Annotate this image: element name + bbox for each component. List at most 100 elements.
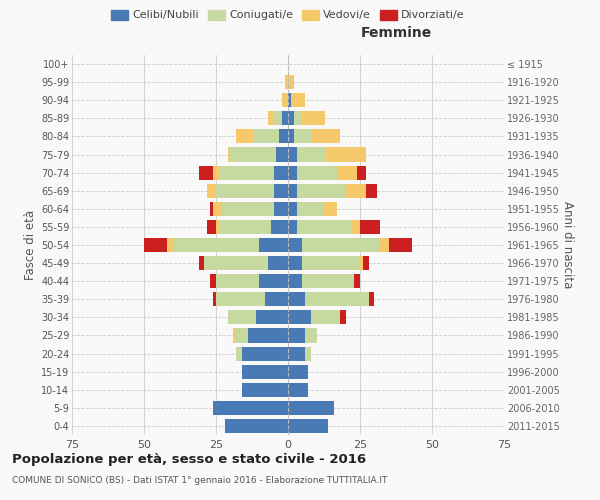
Bar	[337, 166, 357, 179]
Bar	[253, 130, 280, 143]
Bar	[346, 184, 366, 198]
Bar	[236, 346, 242, 360]
Bar	[325, 148, 366, 162]
Bar	[282, 112, 288, 126]
Bar	[216, 292, 265, 306]
Bar	[224, 419, 288, 433]
Bar	[305, 292, 368, 306]
Bar	[288, 75, 294, 89]
Bar	[213, 166, 219, 179]
Bar	[288, 364, 308, 378]
Bar	[280, 130, 288, 143]
Bar	[311, 130, 340, 143]
Bar	[213, 401, 288, 415]
Bar	[302, 112, 325, 126]
Bar	[288, 130, 294, 143]
Bar	[242, 364, 288, 378]
Bar	[296, 220, 352, 234]
Bar	[144, 238, 167, 252]
Bar	[236, 328, 248, 342]
Bar	[366, 184, 377, 198]
Bar	[288, 419, 328, 433]
Bar	[288, 401, 334, 415]
Bar	[302, 274, 354, 288]
Bar	[288, 274, 302, 288]
Bar	[357, 166, 366, 179]
Bar	[277, 148, 288, 162]
Bar	[282, 93, 288, 108]
Bar	[248, 328, 288, 342]
Bar	[230, 148, 277, 162]
Bar	[288, 166, 296, 179]
Bar	[167, 238, 173, 252]
Bar	[296, 184, 346, 198]
Bar	[271, 220, 288, 234]
Bar	[305, 346, 311, 360]
Bar	[288, 202, 296, 216]
Bar	[288, 292, 305, 306]
Bar	[288, 184, 296, 198]
Bar	[311, 310, 340, 324]
Bar	[219, 220, 271, 234]
Bar	[294, 112, 302, 126]
Y-axis label: Anni di nascita: Anni di nascita	[560, 202, 574, 288]
Bar	[265, 292, 288, 306]
Bar	[360, 220, 380, 234]
Bar	[268, 112, 274, 126]
Bar	[380, 238, 389, 252]
Bar	[285, 75, 288, 89]
Text: COMUNE DI SONICO (BS) - Dati ISTAT 1° gennaio 2016 - Elaborazione TUTTITALIA.IT: COMUNE DI SONICO (BS) - Dati ISTAT 1° ge…	[12, 476, 388, 485]
Bar	[274, 184, 288, 198]
Text: Femmine: Femmine	[361, 26, 431, 40]
Bar	[274, 166, 288, 179]
Text: Popolazione per età, sesso e stato civile - 2016: Popolazione per età, sesso e stato civil…	[12, 452, 366, 466]
Bar	[208, 220, 216, 234]
Bar	[323, 202, 337, 216]
Bar	[219, 166, 274, 179]
Bar	[291, 93, 305, 108]
Bar	[302, 238, 380, 252]
Bar	[305, 328, 317, 342]
Bar	[208, 184, 216, 198]
Bar	[205, 256, 268, 270]
Bar	[363, 256, 368, 270]
Bar	[368, 292, 374, 306]
Bar	[216, 184, 274, 198]
Bar	[213, 292, 216, 306]
Bar	[288, 238, 302, 252]
Bar	[227, 148, 230, 162]
Bar	[227, 310, 256, 324]
Bar	[216, 274, 259, 288]
Bar	[288, 256, 302, 270]
Bar	[288, 220, 296, 234]
Bar	[296, 166, 337, 179]
Bar	[288, 93, 291, 108]
Bar	[294, 130, 311, 143]
Bar	[360, 256, 363, 270]
Bar	[288, 382, 308, 397]
Bar	[274, 112, 282, 126]
Bar	[173, 238, 259, 252]
Bar	[288, 112, 294, 126]
Bar	[242, 346, 288, 360]
Bar	[296, 202, 323, 216]
Bar	[222, 202, 274, 216]
Bar	[259, 274, 288, 288]
Bar	[288, 328, 305, 342]
Bar	[340, 310, 346, 324]
Bar	[256, 310, 288, 324]
Legend: Celibi/Nubili, Coniugati/e, Vedovi/e, Divorziati/e: Celibi/Nubili, Coniugati/e, Vedovi/e, Di…	[109, 8, 467, 22]
Bar	[242, 382, 288, 397]
Bar	[274, 202, 288, 216]
Bar	[302, 256, 360, 270]
Bar	[296, 148, 325, 162]
Y-axis label: Fasce di età: Fasce di età	[23, 210, 37, 280]
Bar	[210, 274, 216, 288]
Bar	[288, 310, 311, 324]
Bar	[268, 256, 288, 270]
Bar	[216, 220, 219, 234]
Bar	[233, 328, 236, 342]
Bar	[259, 238, 288, 252]
Bar	[213, 202, 222, 216]
Bar	[199, 256, 205, 270]
